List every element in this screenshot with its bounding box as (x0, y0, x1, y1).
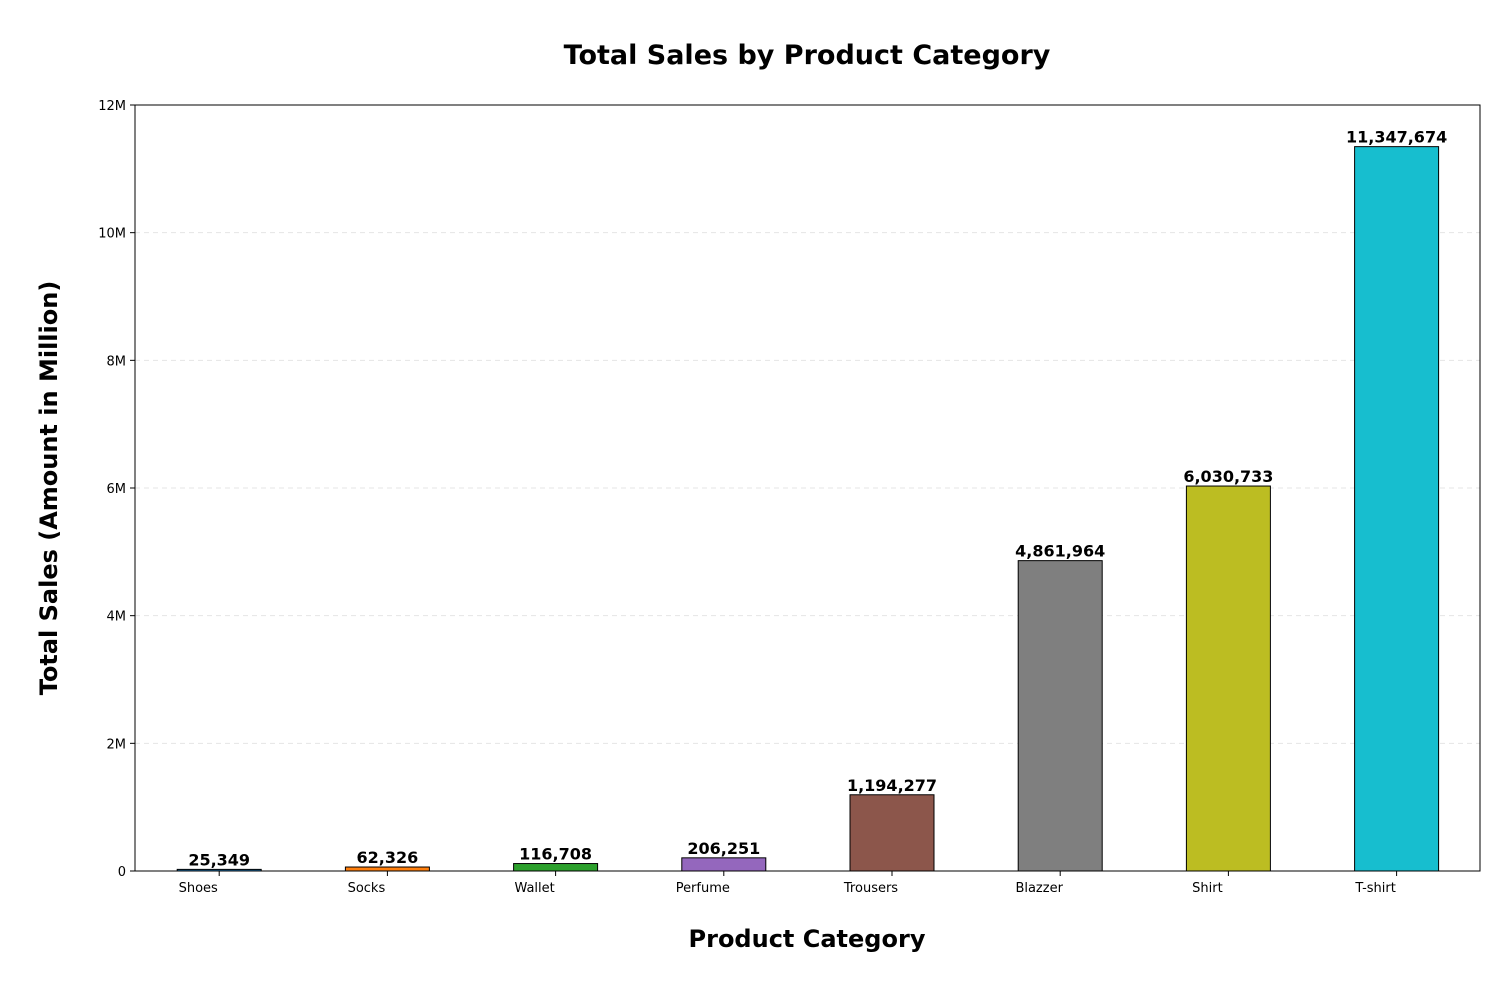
x-axis-label: Product Category (689, 925, 926, 953)
data-label: 4,861,964 (1015, 542, 1105, 561)
data-labels: 25,349 62,326 116,708 206,251 1,194,277 4,861… (188, 128, 1447, 870)
x-tick-label: Trousers (843, 881, 898, 896)
y-tick-label: 0 (118, 865, 126, 880)
bars (176, 146, 1440, 872)
x-axis-ticks: Shoes Socks Wallet Perfume Trousers Blazzer Sh… (179, 871, 1398, 896)
y-tick-label: 10M (98, 227, 126, 242)
x-tick-label: Blazzer (1015, 881, 1063, 896)
y-tick-label: 6M (107, 482, 127, 497)
bar-blazzer (1017, 560, 1103, 872)
data-label: 62,326 (357, 848, 419, 867)
x-tick-label: Wallet (514, 881, 554, 896)
x-tick-label: Shoes (179, 881, 218, 896)
data-label: 1,194,277 (847, 776, 937, 795)
y-tick-label: 2M (107, 737, 127, 752)
plot-frame (134, 104, 1481, 872)
chart-title: Total Sales by Product Category (564, 40, 1051, 71)
bar-shirt (1185, 485, 1271, 872)
data-label: 116,708 (519, 845, 592, 864)
bar-socks (344, 866, 430, 872)
bar-t-shirt (1354, 146, 1440, 872)
grid-lines (135, 232, 1480, 744)
data-label: 206,251 (687, 839, 760, 858)
data-label: 25,349 (188, 850, 250, 869)
y-tick-label: 4M (107, 610, 127, 625)
bar-perfume (681, 857, 767, 872)
data-label: 11,347,674 (1346, 128, 1447, 147)
x-tick-label: T-shirt (1354, 881, 1396, 896)
x-tick-label: Perfume (676, 881, 730, 896)
bar-trousers (849, 794, 935, 872)
y-axis-ticks: 0 2M 4M 6M 8M 10M 12M (98, 99, 135, 880)
y-axis-label: Total Sales (Amount in Million) (35, 281, 63, 696)
data-label: 6,030,733 (1183, 467, 1273, 486)
x-tick-label: Socks (348, 881, 386, 896)
y-tick-label: 8M (107, 354, 127, 369)
y-tick-label: 12M (98, 99, 126, 114)
bar-wallet (513, 863, 599, 872)
x-tick-label: Shirt (1192, 881, 1223, 896)
